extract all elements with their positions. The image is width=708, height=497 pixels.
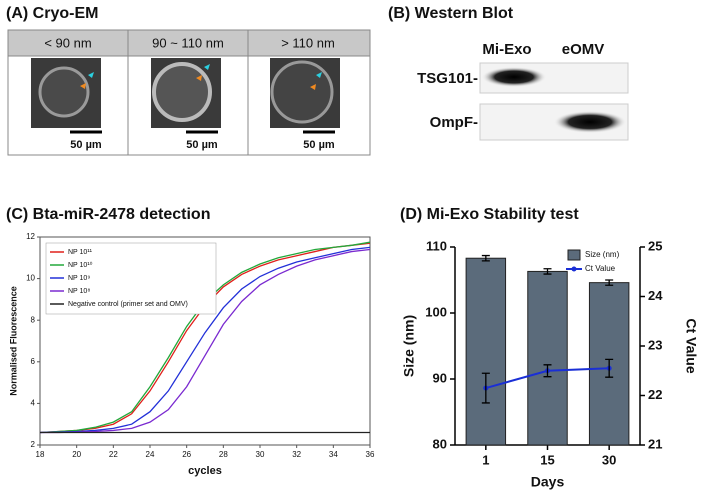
legend-label: NP 10¹⁰ bbox=[68, 261, 93, 269]
legend-swatch bbox=[571, 266, 577, 272]
y-tick-label: 90 bbox=[433, 370, 447, 385]
legend bbox=[45, 242, 217, 315]
scale-label: 50 µm bbox=[186, 139, 218, 151]
x-tick-label: 24 bbox=[146, 450, 155, 459]
error-bar bbox=[543, 364, 552, 378]
x-axis-label: cycles bbox=[188, 465, 222, 477]
blot bbox=[479, 62, 629, 141]
x-tick-label: 26 bbox=[182, 450, 191, 459]
series-line bbox=[40, 248, 371, 434]
legend-label: Negative control (primer set and OMV) bbox=[68, 301, 188, 308]
panel-title: (B) Western Blot bbox=[388, 5, 514, 22]
error-bar bbox=[605, 279, 614, 286]
column-header: > 110 nm bbox=[281, 35, 335, 50]
y-tick-label: 10 bbox=[26, 274, 35, 283]
y2-tick-label: 23 bbox=[648, 337, 662, 352]
x-axis-label: Days bbox=[531, 474, 565, 490]
legend-swatch bbox=[567, 249, 581, 261]
x-tick-label: 1 bbox=[482, 452, 489, 467]
y-tick-label: 2 bbox=[31, 440, 36, 449]
column-header: 90 ~ 110 nm bbox=[152, 35, 224, 50]
chart-title: (C) Bta-miR-2478 detection bbox=[6, 206, 210, 223]
y2-tick-label: 24 bbox=[648, 288, 663, 303]
y-tick-label: 6 bbox=[31, 357, 36, 366]
micrograph bbox=[31, 58, 340, 128]
x-tick-label: 30 bbox=[256, 450, 265, 459]
series-line bbox=[39, 246, 371, 434]
x-tick-label: 18 bbox=[36, 450, 45, 459]
header-row bbox=[7, 29, 371, 57]
legend-label: NP 10⁸ bbox=[68, 288, 90, 295]
panel-title: (A) Cryo-EM bbox=[6, 5, 98, 22]
y-axis-label: Size (nm) bbox=[401, 315, 417, 377]
plot-frame bbox=[39, 236, 371, 446]
row-label: OmpF- bbox=[430, 114, 478, 131]
x-tick-label: 30 bbox=[602, 452, 616, 467]
column-header: < 90 nm bbox=[44, 35, 91, 50]
error-bar bbox=[481, 254, 490, 262]
y2-tick-label: 22 bbox=[648, 387, 662, 402]
scale-label: 50 µm bbox=[303, 139, 335, 151]
bar bbox=[465, 257, 507, 446]
y-tick-label: 80 bbox=[433, 436, 447, 451]
legend-label: NP 10⁹ bbox=[68, 275, 90, 282]
legend-label: Ct Value bbox=[585, 264, 616, 273]
lane-label: Mi-Exo bbox=[482, 41, 531, 58]
legend-label: Size (nm) bbox=[585, 250, 620, 259]
y-tick-label: 100 bbox=[425, 304, 447, 319]
x-tick-label: 20 bbox=[72, 450, 81, 459]
error-bar bbox=[481, 372, 490, 404]
y-axis-label: Normalised Fluorescence bbox=[8, 286, 18, 396]
y-tick-label: 4 bbox=[31, 399, 36, 408]
x-tick-label: 22 bbox=[109, 450, 118, 459]
y-tick-label: 8 bbox=[31, 315, 36, 324]
error-bar bbox=[605, 358, 614, 378]
error-bar bbox=[543, 268, 552, 275]
chart-title: (D) Mi-Exo Stability test bbox=[400, 206, 579, 223]
y2-tick-label: 25 bbox=[648, 238, 662, 253]
bar bbox=[527, 270, 568, 446]
legend-label: NP 10¹¹ bbox=[68, 249, 93, 256]
x-tick-label: 15 bbox=[540, 452, 554, 467]
x-tick-label: 36 bbox=[366, 450, 375, 459]
y-tick-label: 12 bbox=[26, 232, 35, 241]
x-tick-label: 28 bbox=[219, 450, 228, 459]
y2-axis-label: Ct Value bbox=[683, 318, 699, 373]
y2-tick-label: 21 bbox=[648, 436, 662, 451]
y-tick-label: 110 bbox=[426, 238, 447, 253]
x-tick-label: 32 bbox=[292, 450, 301, 459]
row-label: TSG101- bbox=[417, 70, 478, 87]
x-tick-label: 34 bbox=[329, 450, 338, 459]
lane-label: eOMV bbox=[562, 41, 605, 58]
scale-label: 50 µm bbox=[70, 139, 102, 151]
